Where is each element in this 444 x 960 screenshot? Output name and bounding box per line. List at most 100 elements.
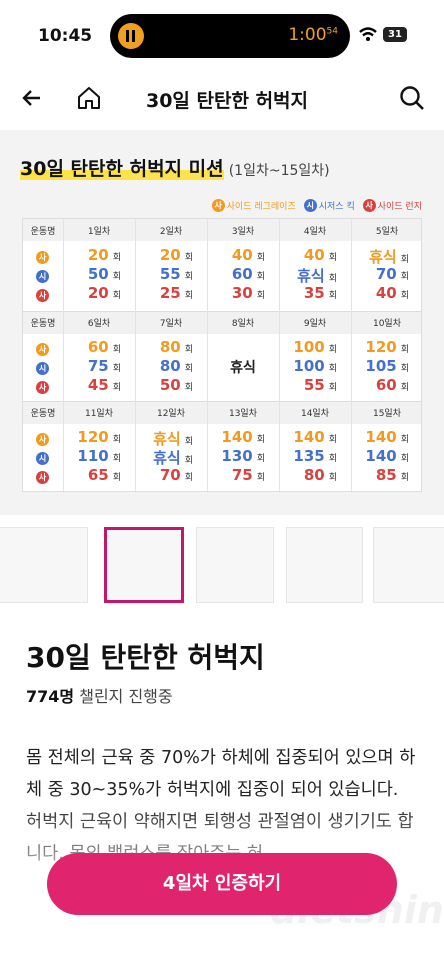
unit: 회 [184,437,193,447]
count: 140 [221,428,253,446]
cell-entry: 40 회 [304,246,337,264]
thumbnail[interactable] [373,527,444,603]
unit: 회 [400,291,409,301]
row-icon: 사 [36,343,49,356]
row-icon: 사 [36,251,49,264]
day-label: 8일차 [231,319,255,329]
cell-entry: 110 회 [77,447,121,465]
day-label: 12일차 [156,409,185,419]
back-button[interactable] [20,86,44,110]
thumbnail[interactable] [0,527,88,603]
legend-name: 시저스 킥 [318,201,355,212]
cell-entry: 55 회 [304,376,337,394]
day-label: 5일차 [375,227,399,237]
count: 75 [231,466,253,484]
timer-icon [118,23,144,49]
cell-entry: 30 회 [232,284,265,302]
legend-icon: 사 [362,198,376,212]
wifi-icon [359,27,377,41]
unit: 회 [328,291,337,301]
count: 60 [231,265,253,283]
count: 50 [159,376,181,394]
count: 30 [231,284,253,302]
unit: 회 [184,364,193,374]
home-button[interactable] [76,85,102,111]
count: 20 [87,284,109,302]
count: 45 [87,376,109,394]
unit: 회 [400,364,409,374]
participants-count: 774명 [26,687,75,706]
col-divider [63,311,64,401]
count: 140 [293,428,325,446]
cell-entry: 60 회 [232,265,265,283]
col-divider [135,219,136,311]
mission-subtitle: (1일차~15일차) [228,163,330,179]
header-label: 운동명 [30,319,56,329]
row-icon: 사 [36,471,49,484]
thumbnail-selected[interactable] [104,527,184,603]
row-icon: 사 [36,433,49,446]
cell-entry: 55 회 [160,265,193,283]
col-divider [135,311,136,401]
search-button[interactable] [398,84,426,112]
thumbnail[interactable] [286,527,363,603]
unit: 회 [184,345,193,355]
cell-entry: 120 회 [365,338,409,356]
row-icon: 사 [36,289,49,302]
cell-entry: 80 회 [160,338,193,356]
col-divider [279,219,280,311]
unit: 회 [400,272,409,282]
cell-entry: 20 회 [88,246,121,264]
mission-table: 운동명 사 시 사 1일차 20 회 50 회 20 회 2일차 20 회 55 회 25 회 3일차 40 회 60 회 3… [22,218,422,493]
count: 25 [159,284,181,302]
col-divider [63,401,64,493]
count: 40 [231,246,253,264]
unit: 회 [184,253,193,263]
header-row [23,219,421,241]
legend-item: 시 시저스 킥 [303,198,355,212]
cell-entry: 20 회 [160,246,193,264]
unit: 회 [400,435,409,445]
unit: 회 [328,253,337,263]
cell-entry: 휴식 회 [369,246,409,267]
header-label: 운동명 [30,409,56,419]
rest: 휴식 [369,248,397,266]
unit: 회 [112,272,121,282]
day-label: 11일차 [84,409,113,419]
unit: 회 [400,345,409,355]
unit: 회 [256,454,265,464]
cell-entry: 60 회 [376,376,409,394]
unit: 회 [112,454,121,464]
day-label: 10일차 [372,319,401,329]
cell-entry: 140 회 [365,447,409,465]
timer-main: 1:00 [288,25,327,45]
unit: 회 [112,383,121,393]
unit: 회 [328,364,337,374]
cell-entry: 140 회 [365,428,409,446]
count: 60 [375,376,397,394]
thumbnail[interactable] [196,527,274,603]
cell-entry: 20 회 [88,284,121,302]
legend-name: 사이드 레그레이즈 [226,201,296,212]
count: 135 [293,447,325,465]
unit: 회 [256,253,265,263]
unit: 회 [256,435,265,445]
unit: 회 [256,272,265,282]
cell-entry: 25 회 [160,284,193,302]
day-label: 4일차 [303,227,327,237]
col-divider [63,219,64,311]
unit: 회 [112,345,121,355]
col-divider [135,401,136,493]
day-label: 14일차 [300,409,329,419]
col-divider [279,401,280,493]
mission-image: 30일 탄탄한 허벅지 미션 (1일차~15일차) 사 사이드 레그레이즈 시 시저스… [0,130,444,515]
count: 40 [303,246,325,264]
nav-title: 30일 탄탄한 허벅지 [145,90,309,112]
certify-button[interactable]: 4일차 인증하기 [47,853,397,915]
count: 80 [159,338,181,356]
unit: 회 [184,473,193,483]
cell-entry: 85 회 [376,466,409,484]
count: 70 [375,265,397,283]
cell-entry: 60 회 [88,338,121,356]
